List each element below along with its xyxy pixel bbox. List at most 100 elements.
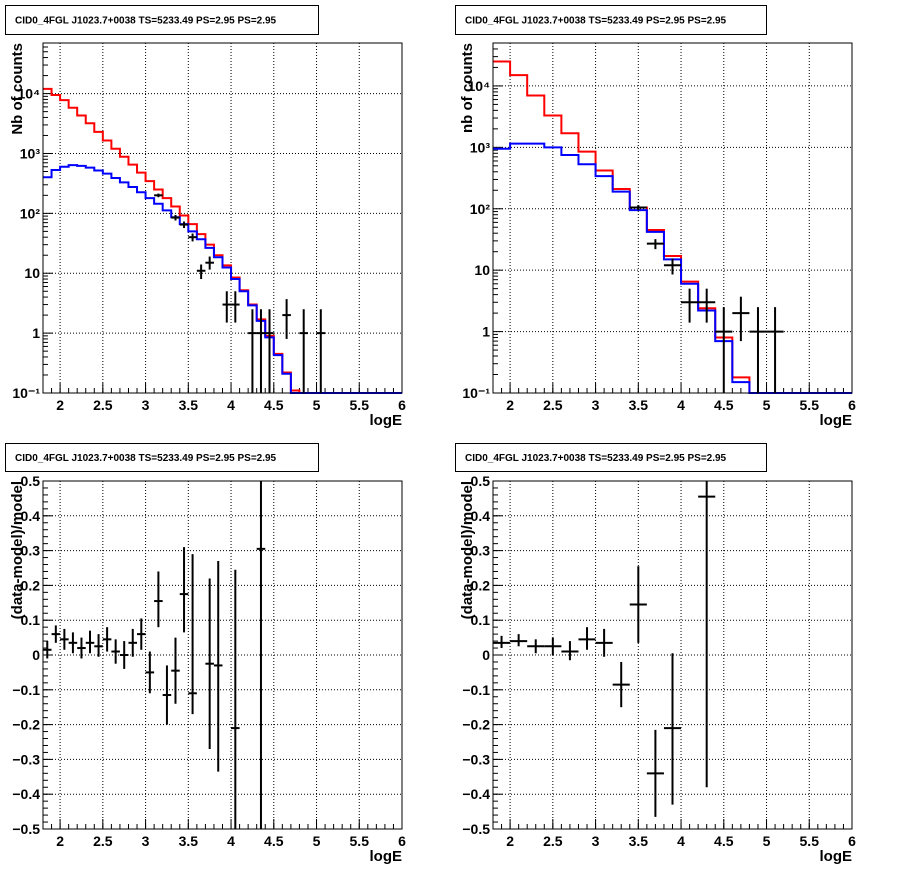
y-tick-label: −0.5 [12,821,40,837]
y-tick-label: 0.3 [471,543,491,559]
x-tick-label: 6 [398,397,406,413]
y-tick-label: 1 [482,324,490,340]
y-tick-label: −0.3 [462,751,490,767]
data-point [698,481,716,788]
y-tick-label: 0.1 [471,612,491,628]
data-point [94,634,103,657]
plot-frame [492,42,853,394]
data-point [171,637,180,704]
y-tick-label: −0.4 [462,786,490,802]
data-point [154,193,163,198]
data-point [629,205,647,211]
panel-bottom-left: CID0_4FGL J1023.7+0038 TS=5233.49 PS=2.9… [5,443,406,865]
y-tick-label: −0.2 [12,717,40,733]
data-point [265,309,274,393]
x-tick-label: 3 [592,397,600,413]
data-point [51,625,61,643]
data-point [205,578,214,749]
histogram-series [43,87,402,394]
title-box [455,5,767,35]
panel-bottom-right: CID0_4FGL J1023.7+0038 TS=5233.49 PS=2.9… [455,443,856,865]
y-tick-label: 10 [24,265,40,281]
y-axis-label: (data-model)/model [459,481,476,619]
data-point [646,239,664,250]
x-tick-label: 4.5 [714,833,734,849]
data-point [145,651,155,694]
y-tick-label: 10 [474,262,490,278]
x-tick-label: 2.5 [93,833,113,849]
title-box [5,443,319,472]
histogram-series [43,164,402,394]
y-tick-label: 0 [32,647,40,663]
y-axis-label: (data-model)/model [9,481,26,619]
x-tick-label: 6 [848,833,856,849]
y-tick-label: 0.1 [21,612,41,628]
data-point [510,634,528,647]
y-tick-label: 0.4 [21,508,41,524]
x-tick-label: 2.5 [543,833,563,849]
x-tick-label: 4 [227,833,235,849]
x-tick-label: 2 [56,397,64,413]
x-tick-label: 4.5 [264,833,284,849]
x-tick-label: 3.5 [179,833,199,849]
y-tick-label: 10⁴ [468,78,491,94]
chart-title: CID0_4FGL J1023.7+0038 TS=5233.49 PS=2.9… [465,453,727,464]
chart-title: CID0_4FGL J1023.7+0038 TS=5233.49 PS=2.9… [15,16,277,27]
data-point [578,627,596,650]
data-point [749,307,767,393]
y-tick-label: 0.2 [21,577,41,593]
data-point [612,661,630,708]
y-tick-label: 10² [20,205,41,221]
x-tick-label: 5 [763,397,771,413]
data-point [205,256,214,270]
x-tick-label: 3 [592,833,600,849]
chart-title: CID0_4FGL J1023.7+0038 TS=5233.49 PS=2.9… [15,453,277,464]
x-axis-label: logE [820,412,853,429]
data-point [43,641,52,659]
x-tick-label: 5.5 [800,833,820,849]
x-tick-label: 2 [506,397,514,413]
x-tick-label: 4 [227,397,235,413]
x-tick-label: 3 [142,833,150,849]
y-tick-label: 0.2 [471,577,491,593]
x-axis-label: logE [820,848,853,865]
x-axis-label: logE [370,412,403,429]
y-tick-label: −0.3 [12,751,40,767]
data-point [663,653,682,805]
x-tick-label: 3 [142,397,150,413]
data-point [544,637,562,655]
x-tick-label: 3.5 [179,397,199,413]
y-tick-label: 10⁴ [18,86,41,102]
y-tick-label: 10⁻¹ [12,385,40,401]
y-tick-label: −0.5 [462,821,490,837]
x-tick-label: 5 [313,833,321,849]
data-point [119,641,129,669]
data-point [222,291,232,323]
data-point [715,307,733,393]
data-point [188,554,197,715]
y-tick-label: 1 [32,325,40,341]
data-point [60,628,69,650]
data-point [646,729,664,817]
plot-frame [42,42,403,394]
panel-top-left: CID0_4FGL J1023.7+0038 TS=5233.49 PS=2.9… [5,5,406,429]
x-tick-label: 5.5 [350,833,370,849]
plot-frame [42,480,403,830]
x-axis-label: logE [370,848,403,865]
data-point [111,639,120,664]
y-tick-label: 0 [482,647,490,663]
data-point [282,299,291,339]
data-point [231,291,240,323]
data-point [493,635,511,649]
data-point [179,547,189,633]
y-tick-label: −0.1 [12,682,40,698]
x-tick-label: 5 [313,397,321,413]
y-tick-label: 10³ [470,139,491,155]
panel-top-right: CID0_4FGL J1023.7+0038 TS=5233.49 PS=2.9… [455,5,856,429]
data-point [248,309,257,393]
x-tick-label: 2.5 [543,397,563,413]
x-tick-label: 4 [677,397,685,413]
x-tick-label: 6 [398,833,406,849]
x-tick-label: 4.5 [714,397,734,413]
